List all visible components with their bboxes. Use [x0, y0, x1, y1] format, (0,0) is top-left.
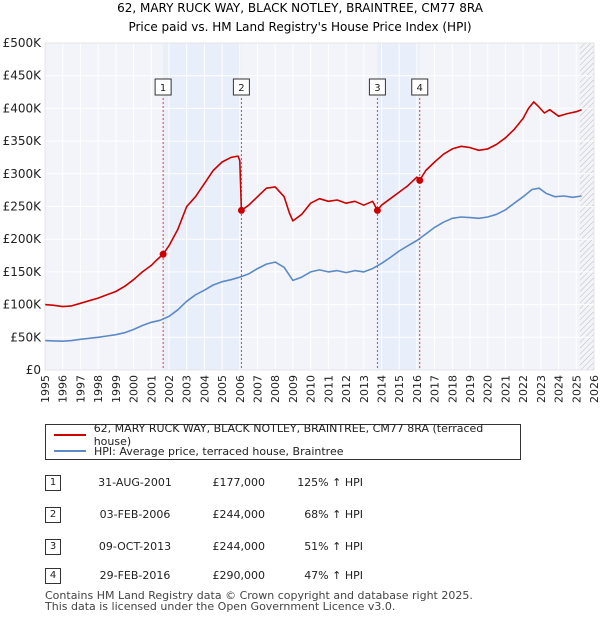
- chart-title: 62, MARY RUCK WAY, BLACK NOTLEY, BRAINTR…: [117, 1, 484, 15]
- x-tick-label: 2013: [358, 375, 371, 403]
- transaction-point: [416, 176, 424, 184]
- transaction-date: 03-FEB-2006: [99, 508, 171, 521]
- transaction-hpi-change: 125% ↑ HPI: [297, 476, 363, 489]
- y-tick-label: £100K: [3, 298, 43, 312]
- transaction-marker-box: [232, 78, 250, 96]
- x-tick-label: 2017: [429, 375, 442, 403]
- table-row: 2 03-FEB-2006 £244,000 68% ↑ HPI: [45, 507, 565, 523]
- x-tick-label: 2006: [234, 375, 247, 403]
- legend-swatch-property: [54, 434, 86, 436]
- x-tick-label: 2026: [588, 375, 600, 403]
- legend-label-hpi: HPI: Average price, terraced house, Brai…: [94, 444, 344, 458]
- transaction-hpi-change: 51% ↑ HPI: [304, 540, 363, 553]
- x-tick-label: 2003: [181, 375, 194, 403]
- x-tick-label: 2012: [340, 375, 353, 403]
- x-tick-label: 2021: [499, 375, 512, 403]
- y-tick-label: £50K: [10, 330, 42, 344]
- transaction-marker-box: [154, 78, 172, 96]
- transaction-date: 31-AUG-2001: [98, 476, 172, 489]
- x-tick-label: 2008: [269, 375, 282, 403]
- footer-licence: This data is licensed under the Open Gov…: [45, 600, 396, 613]
- transaction-hpi-change: 68% ↑ HPI: [304, 508, 363, 521]
- y-tick-label: £300K: [3, 167, 43, 181]
- legend-swatch-hpi: [54, 450, 86, 452]
- table-row: 1 31-AUG-2001 £177,000 125% ↑ HPI: [45, 475, 565, 491]
- footer: Contains HM Land Registry data © Crown c…: [45, 590, 473, 612]
- x-tick-label: 2001: [145, 375, 158, 403]
- transaction-price: £177,000: [212, 476, 266, 489]
- transaction-marker-label: 2: [238, 83, 244, 94]
- chart-subtitle: Price paid vs. HM Land Registry's House …: [128, 20, 471, 34]
- x-tick-label: 1998: [92, 375, 105, 403]
- transaction-date: 09-OCT-2013: [98, 540, 172, 553]
- x-tick-label: 2020: [482, 375, 495, 403]
- x-tick-label: 2014: [375, 375, 388, 403]
- transaction-marker-label: 1: [160, 83, 166, 94]
- transaction-marker-box: [411, 78, 429, 96]
- x-tick-label: 1999: [110, 375, 123, 403]
- footer-copyright: Contains HM Land Registry data © Crown c…: [45, 589, 473, 602]
- y-tick-label: £200K: [3, 232, 43, 246]
- plot-area: £0 £50K £100K £150K £200K £250K £300K £350K £400…: [3, 36, 600, 403]
- legend: 62, MARY RUCK WAY, BLACK NOTLEY, BRAINTR…: [45, 422, 521, 460]
- x-tick-label: 1996: [57, 375, 70, 403]
- x-tick-label: 2019: [464, 375, 477, 403]
- y-tick-label: £350K: [3, 134, 43, 148]
- y-tick-label: £400K: [3, 101, 43, 115]
- transaction-number-badge: 2: [45, 507, 61, 523]
- transaction-number-badge: 3: [45, 539, 61, 555]
- x-tick-label: 2004: [198, 375, 211, 403]
- x-tick-label: 1995: [39, 375, 52, 403]
- y-tick-label: £150K: [3, 265, 43, 279]
- x-tick-label: 2023: [535, 375, 548, 403]
- transaction-marker-box: [368, 78, 386, 96]
- transaction-marker-label: 3: [374, 83, 380, 94]
- x-tick-label: 2010: [305, 375, 318, 403]
- plot-border: [44, 42, 595, 371]
- transaction-hpi-change: 47% ↑ HPI: [304, 569, 363, 582]
- transaction-price: £244,000: [212, 508, 266, 521]
- table-row: 3 09-OCT-2013 £244,000 51% ↑ HPI: [45, 539, 565, 555]
- transaction-price: £290,000: [212, 569, 266, 582]
- x-tick-label: 2002: [163, 375, 176, 403]
- transaction-marker-label: 4: [417, 83, 423, 94]
- property-price-line: [44, 101, 582, 308]
- x-tick-label: 1997: [74, 375, 87, 403]
- transaction-price: £244,000: [212, 540, 266, 553]
- x-tick-label: 2018: [446, 375, 459, 403]
- transaction-point: [373, 206, 381, 214]
- table-row: 4 29-FEB-2016 £290,000 47% ↑ HPI: [45, 568, 565, 584]
- legend-item-hpi: HPI: Average price, terraced house, Brai…: [54, 443, 344, 459]
- y-tick-label: £0: [26, 363, 41, 377]
- legend-label-property: 62, MARY RUCK WAY, BLACK NOTLEY, BRAINTR…: [93, 422, 484, 448]
- x-tick-label: 2005: [216, 375, 229, 403]
- transaction-point: [159, 250, 167, 258]
- hpi-line: [44, 187, 582, 342]
- x-tick-label: 2022: [517, 375, 530, 403]
- x-tick-label: 2011: [322, 375, 335, 403]
- x-tick-label: 2000: [128, 375, 141, 403]
- transaction-number-badge: 4: [45, 568, 61, 584]
- y-tick-label: £500K: [3, 36, 43, 50]
- transaction-point: [237, 206, 245, 214]
- x-tick-label: 2015: [393, 375, 406, 403]
- y-tick-label: £250K: [3, 200, 43, 214]
- x-tick-label: 2024: [553, 375, 566, 403]
- x-tick-label: 2016: [411, 375, 424, 403]
- transaction-date: 29-FEB-2016: [99, 569, 171, 582]
- x-tick-label: 2009: [287, 375, 300, 403]
- price-chart: 62, MARY RUCK WAY, BLACK NOTLEY, BRAINTR…: [3, 1, 600, 403]
- y-tick-label: £450K: [3, 69, 43, 83]
- x-tick-label: 2025: [570, 375, 583, 403]
- legend-item-property: 62, MARY RUCK WAY, BLACK NOTLEY, BRAINTR…: [54, 422, 520, 448]
- x-tick-label: 2007: [252, 375, 265, 403]
- transaction-number-badge: 1: [45, 475, 61, 491]
